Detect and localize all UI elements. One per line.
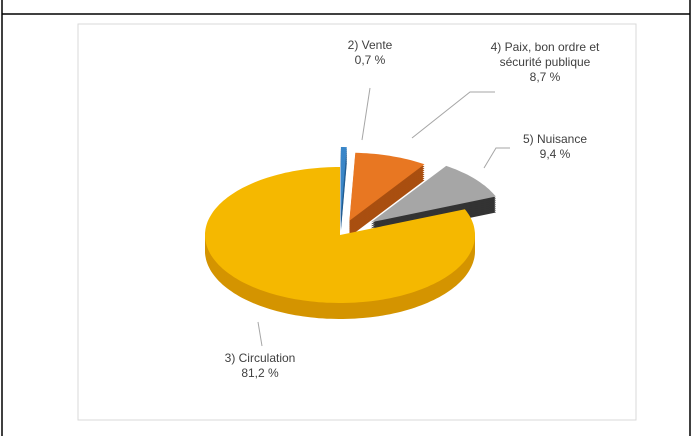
pie-slice	[340, 147, 347, 215]
category-label: 4) Paix, bon ordre et sécurité publique	[490, 40, 600, 69]
data-label: 2) Vente 0,7 %	[330, 38, 410, 68]
data-label: 5) Nuisance 9,4 %	[505, 132, 605, 162]
category-label: 5) Nuisance	[522, 132, 588, 146]
value-label: 8,7 %	[529, 70, 561, 84]
value-label: 9,4 %	[539, 147, 571, 161]
leader-line	[411, 91, 495, 139]
category-label: 3) Circulation	[224, 351, 296, 365]
leader-line	[483, 147, 510, 169]
pie-slice	[349, 152, 425, 221]
leader-line	[361, 87, 371, 141]
pie-slice	[205, 167, 475, 303]
value-label: 0,7 %	[354, 53, 386, 67]
category-label: 2) Vente	[347, 38, 393, 52]
data-label: 4) Paix, bon ordre et sécurité publique 8…	[475, 40, 615, 85]
leader-lines	[257, 87, 510, 347]
pie-slice	[371, 165, 496, 223]
value-label: 81,2 %	[241, 366, 279, 380]
data-label: 3) Circulation 81,2 %	[210, 351, 310, 381]
leader-line	[257, 321, 263, 347]
